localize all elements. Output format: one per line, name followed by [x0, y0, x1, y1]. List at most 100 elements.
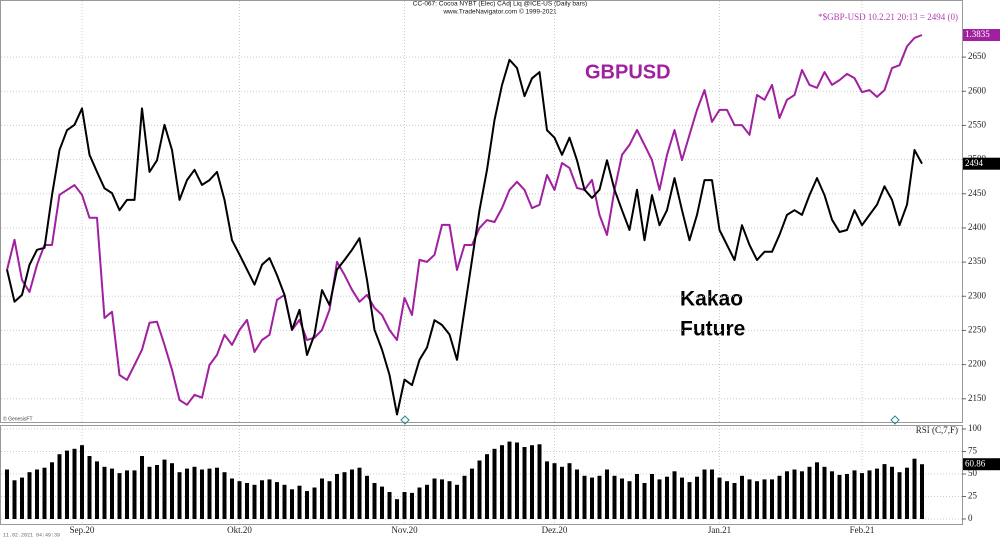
bar — [462, 475, 467, 519]
y-tick-label: 2450 — [968, 188, 987, 198]
bar — [320, 478, 324, 519]
bar — [365, 475, 369, 519]
bar — [72, 448, 77, 519]
bar — [42, 467, 47, 519]
bar — [215, 467, 219, 519]
bar — [350, 469, 354, 519]
bar — [560, 466, 564, 519]
y-tick-label: 2150 — [968, 393, 987, 403]
y-tick-label: 75 — [968, 446, 978, 456]
bar — [672, 471, 677, 519]
bar — [590, 477, 594, 519]
bar — [470, 468, 474, 519]
last-value-label: 1.3835 — [965, 29, 990, 39]
bar — [815, 462, 819, 519]
bar — [417, 487, 422, 519]
bar — [702, 469, 707, 519]
bar — [342, 472, 347, 519]
bar — [425, 484, 429, 519]
bar — [507, 441, 512, 519]
bar — [807, 466, 812, 519]
bar — [687, 482, 692, 519]
x-tick-label: Dez.20 — [542, 525, 568, 535]
bar — [162, 459, 167, 519]
bar — [170, 463, 174, 519]
bar — [267, 479, 272, 519]
bar — [665, 476, 669, 519]
bar — [290, 489, 294, 519]
bar — [440, 479, 444, 519]
bar — [455, 484, 459, 519]
bar — [882, 464, 887, 519]
bar — [717, 477, 722, 519]
legend: *$GBP-USD 10.2.21 20:13 = 2494 (0) — [818, 12, 958, 22]
bar — [312, 487, 317, 519]
bar — [537, 444, 542, 519]
bar — [410, 492, 414, 519]
bar — [650, 474, 654, 519]
bar — [740, 475, 744, 519]
bar — [207, 468, 212, 519]
bar — [432, 478, 437, 519]
bar — [912, 458, 917, 519]
bar — [27, 472, 32, 519]
x-tick-label: Okt.20 — [227, 525, 252, 535]
bar — [485, 454, 489, 519]
bar — [335, 474, 339, 519]
bar — [800, 471, 804, 519]
bar — [582, 475, 587, 519]
bar — [297, 485, 302, 519]
bar — [477, 460, 482, 519]
bar — [387, 492, 392, 519]
last-value-label: 2494 — [965, 158, 984, 168]
bar — [447, 481, 452, 519]
bar — [147, 466, 152, 519]
bar — [725, 481, 729, 519]
last-value-box — [963, 458, 1000, 471]
bar — [102, 466, 107, 519]
bar — [785, 471, 789, 519]
bar — [20, 477, 24, 519]
last-value-box — [963, 157, 1000, 170]
bar — [530, 445, 534, 519]
bar — [605, 469, 609, 519]
bar — [125, 470, 129, 519]
bar — [305, 491, 309, 519]
bar — [50, 462, 54, 519]
bar — [515, 442, 519, 519]
bar — [920, 464, 924, 519]
bar — [845, 474, 849, 519]
bar — [852, 470, 857, 519]
x-tick-label: Feb.21 — [850, 525, 875, 535]
bar — [57, 454, 62, 519]
legend-name: *$GBP-USD — [818, 12, 866, 22]
last-value-label: 60.86 — [965, 458, 986, 468]
bar — [822, 466, 827, 519]
x-tick-label: Sep.20 — [70, 525, 95, 535]
bar — [5, 469, 9, 519]
header-subtitle: www.TradeNavigator.com © 1999-2021 — [442, 8, 557, 16]
bar — [830, 471, 834, 519]
bar — [87, 456, 92, 519]
bar — [155, 465, 159, 519]
bar — [177, 472, 182, 519]
line-series — [6, 58, 923, 416]
bar — [905, 467, 909, 519]
bar — [567, 463, 572, 519]
bar — [747, 479, 752, 519]
indicator-title: RSI (C,7,F) — [916, 425, 958, 435]
bar — [635, 474, 639, 519]
header-title: CC-067: Cocoa NYBT (Elec) CAdj Liq @ICE-… — [413, 1, 587, 8]
annotation: GBPUSD — [585, 61, 671, 83]
y-tick-label: 100 — [968, 423, 982, 433]
bar — [875, 468, 879, 519]
bar — [627, 481, 632, 519]
y-tick-label: 2600 — [968, 85, 987, 95]
bar — [252, 484, 257, 519]
bar — [597, 475, 602, 519]
bar — [500, 445, 504, 519]
bar — [282, 484, 287, 519]
bar — [612, 475, 617, 519]
bar — [380, 486, 384, 519]
bar — [132, 470, 137, 519]
